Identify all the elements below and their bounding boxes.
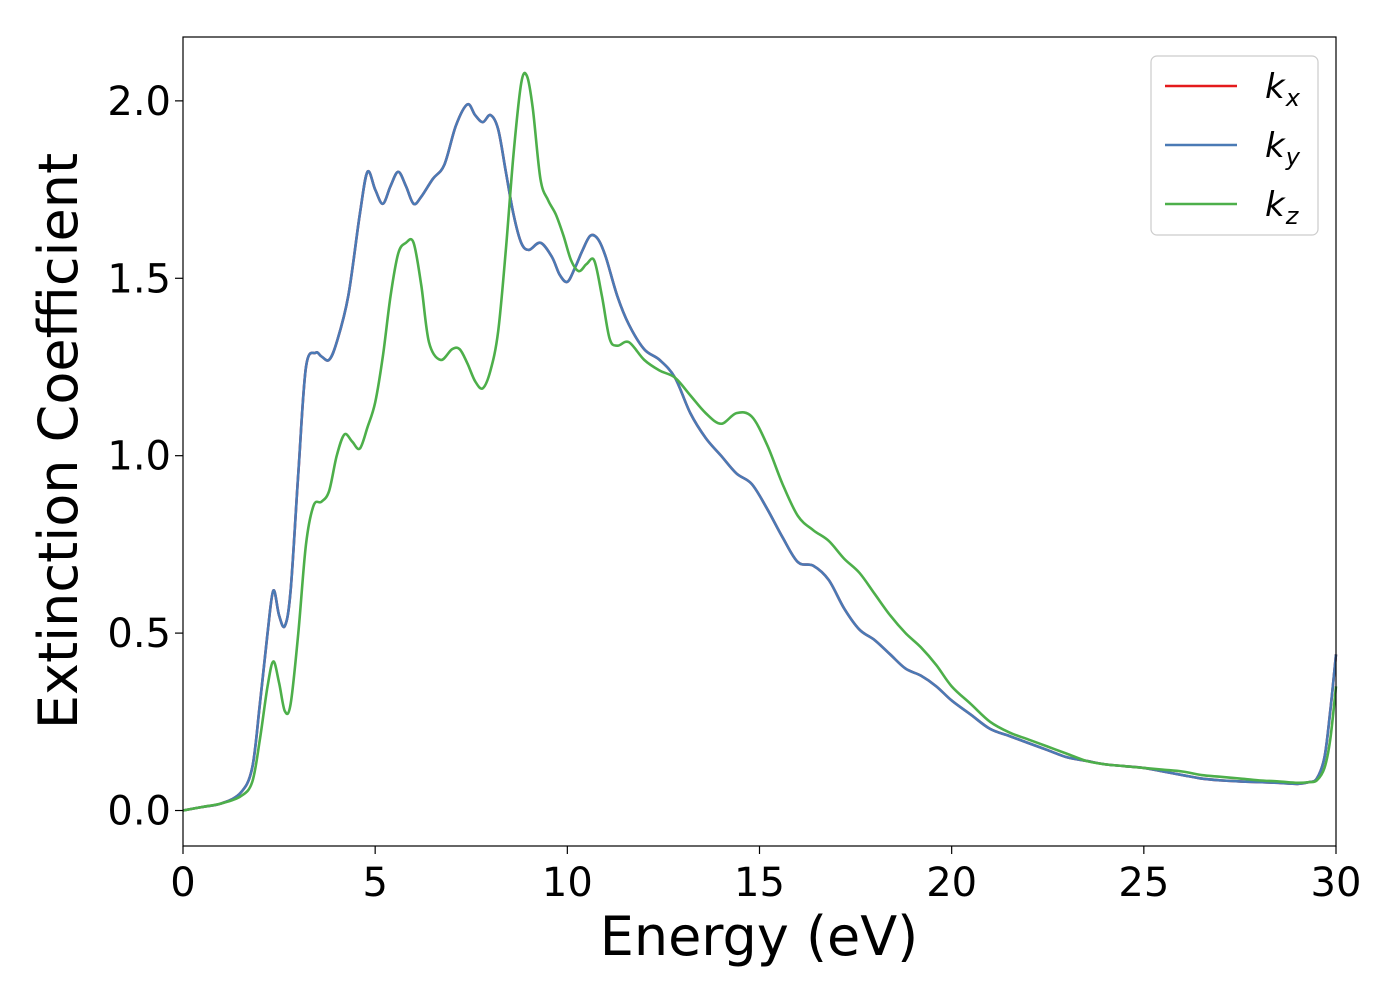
- y-tick-label: 1.5: [107, 256, 171, 302]
- y-tick-label: 0.5: [107, 611, 171, 657]
- x-tick-label: 0: [170, 860, 195, 906]
- y-axis-ticks: 0.0 0.5 1.0 1.5 2.0: [107, 79, 183, 835]
- legend-label-y: ky: [1265, 126, 1301, 171]
- x-tick-label: 20: [926, 860, 977, 906]
- legend-label-x: kx: [1265, 67, 1301, 112]
- x-tick-label: 15: [734, 860, 785, 906]
- x-tick-label: 10: [542, 860, 593, 906]
- x-tick-label: 5: [362, 860, 387, 906]
- y-tick-label: 2.0: [107, 79, 171, 125]
- y-axis-title: Extinction Coefficient: [27, 153, 90, 729]
- legend-label-z: kz: [1265, 185, 1300, 230]
- y-tick-label: 0.0: [107, 789, 171, 835]
- x-axis-title: Energy (eV): [600, 905, 919, 968]
- x-axis-ticks: 0 5 10 15 20 25 30: [170, 846, 1361, 906]
- x-tick-label: 30: [1311, 860, 1362, 906]
- y-tick-label: 1.0: [107, 434, 171, 480]
- x-tick-label: 25: [1118, 860, 1169, 906]
- series-lines: [182, 71, 1338, 812]
- legend: kx ky kz: [1150, 55, 1319, 236]
- series-line-z: [182, 71, 1338, 812]
